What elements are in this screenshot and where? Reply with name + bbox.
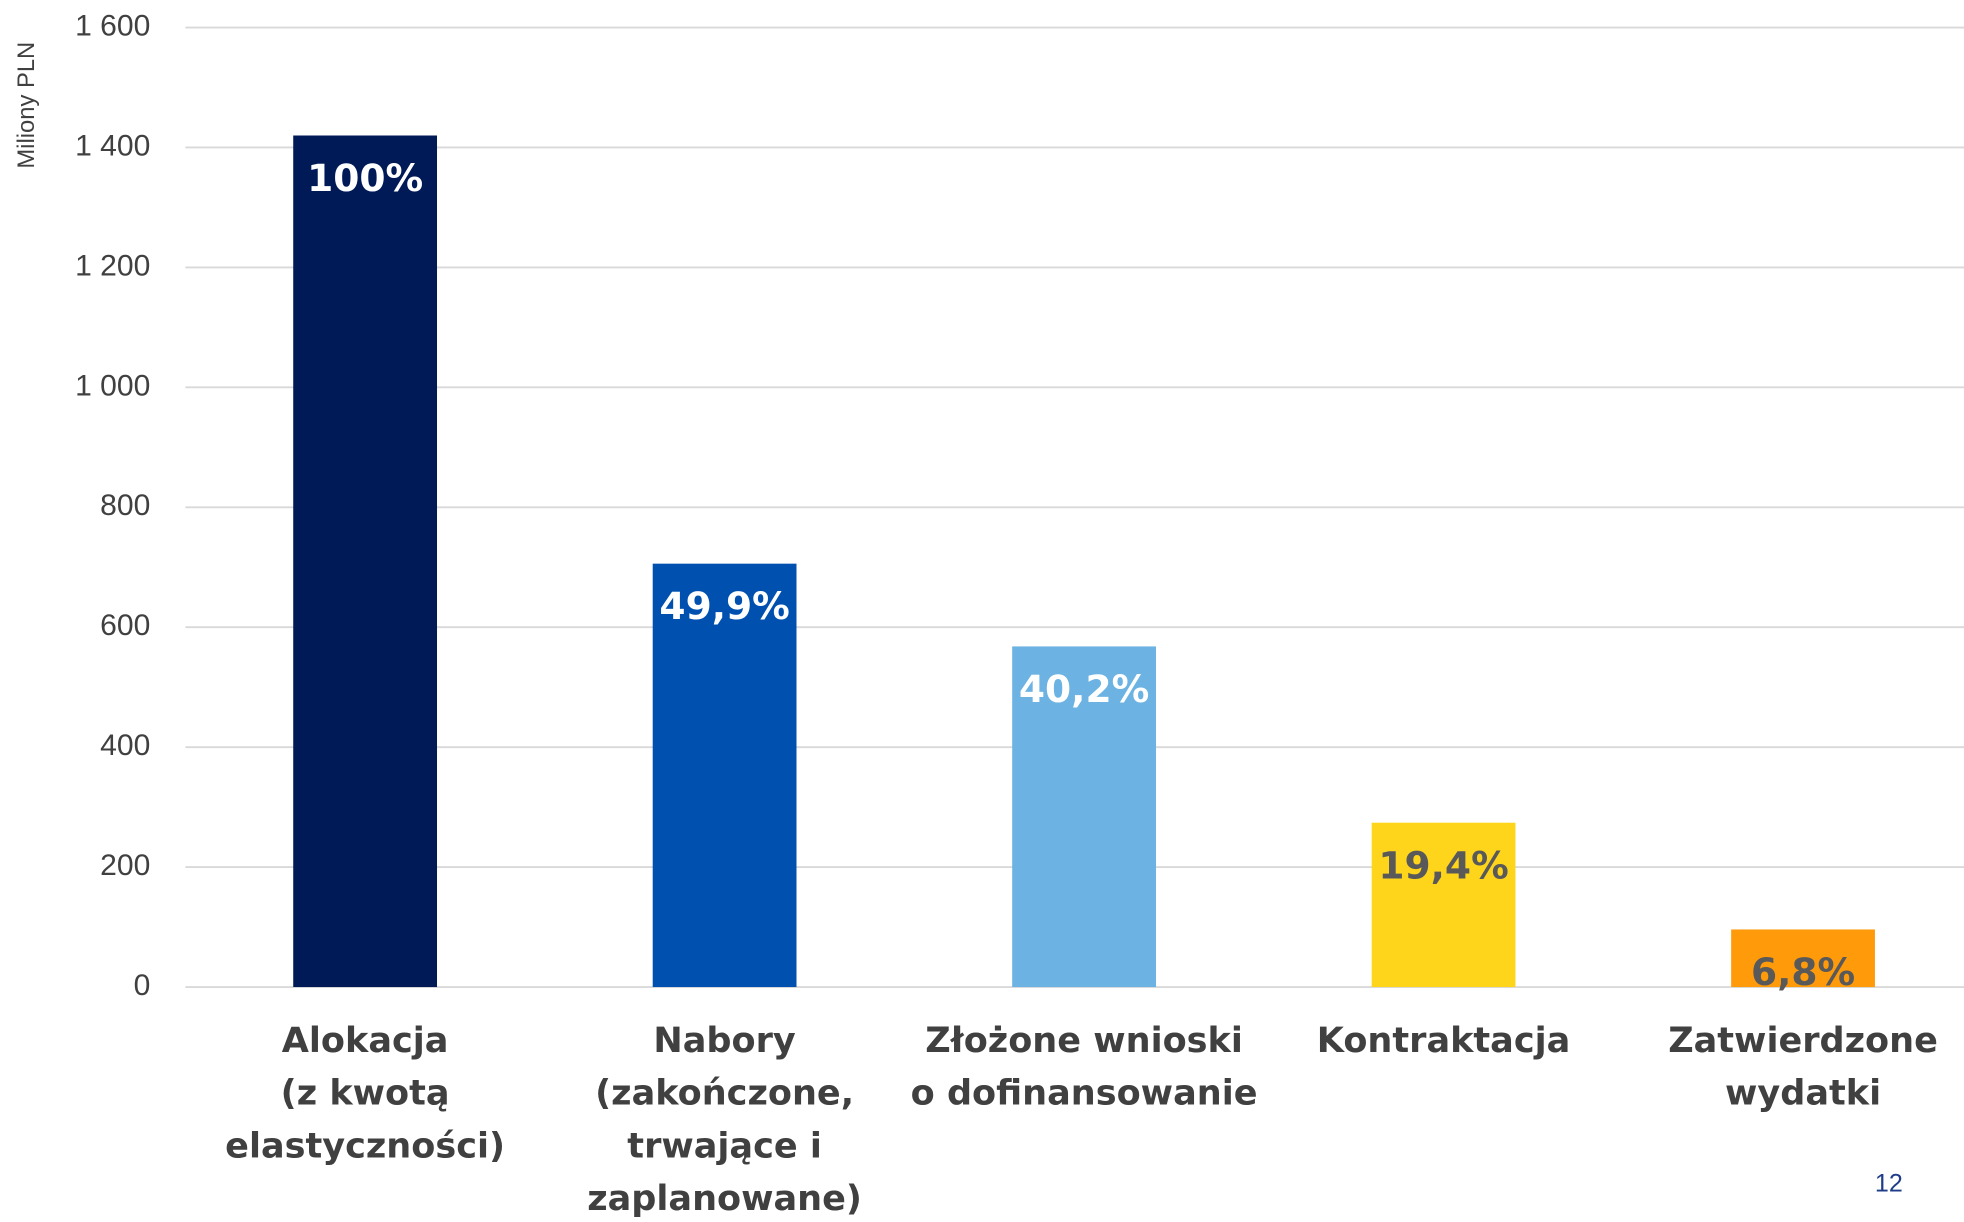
data-label: 40,2% [1019, 667, 1149, 711]
bar [652, 563, 797, 988]
y-tick-label: 200 [100, 849, 150, 882]
bar [293, 135, 438, 988]
y-tick-label: 600 [100, 609, 150, 642]
bar [1731, 929, 1875, 988]
x-tick-label: Złożone wnioski [925, 1020, 1243, 1061]
y-tick-label: 1 400 [75, 129, 150, 162]
x-tick-label: trwające i [627, 1125, 822, 1166]
y-axis-label: Miliony PLN [13, 42, 40, 169]
x-tick-label: (zakończone, [595, 1073, 854, 1114]
y-tick-label: 0 [134, 969, 151, 1002]
data-label: 100% [307, 156, 423, 200]
x-tick-label: Kontraktacja [1317, 1020, 1571, 1061]
data-label: 6,8% [1751, 950, 1855, 994]
x-tick-label: zaplanowane) [587, 1178, 862, 1218]
bar [1012, 646, 1156, 988]
x-tick-label: elastyczności) [225, 1125, 505, 1166]
y-tick-label: 800 [100, 489, 150, 522]
x-tick-label: Alokacja [282, 1020, 449, 1061]
y-tick-label: 400 [100, 729, 150, 762]
x-tick-label: o dofinansowanie [911, 1073, 1258, 1114]
data-label: 49,9% [659, 584, 789, 628]
page-number: 12 [1875, 1170, 1903, 1198]
data-label: 19,4% [1378, 843, 1508, 887]
x-tick-label: Zatwierdzone [1668, 1020, 1938, 1061]
y-tick-label: 1 600 [75, 9, 150, 42]
x-tick-label: Nabory [653, 1020, 795, 1061]
y-tick-label: 1 000 [75, 369, 150, 402]
y-tick-label: 1 200 [75, 249, 150, 282]
x-tick-label: (z kwotą [281, 1073, 450, 1114]
x-tick-label: wydatki [1725, 1073, 1881, 1114]
bar [1371, 822, 1516, 988]
